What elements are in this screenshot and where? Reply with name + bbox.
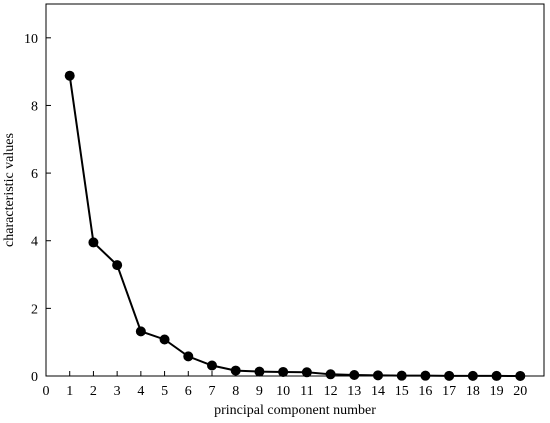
data-point	[183, 351, 194, 362]
data-point	[444, 370, 455, 381]
x-tick-label: 19	[490, 384, 504, 399]
data-point	[207, 360, 217, 371]
x-tick-label: 9	[256, 384, 263, 399]
y-axis-label: characteristic values	[2, 133, 17, 247]
data-point	[396, 370, 407, 381]
y-tick-label: 10	[24, 32, 38, 47]
y-tick-label: 2	[31, 302, 38, 317]
data-point	[64, 70, 75, 81]
x-tick-label: 7	[209, 384, 216, 399]
y-tick-label: 0	[31, 370, 38, 385]
x-tick-label: 14	[371, 384, 385, 399]
x-tick-label: 6	[185, 384, 192, 399]
x-tick-label: 0	[43, 384, 50, 399]
x-tick-label: 11	[300, 384, 313, 399]
x-tick-label: 4	[137, 384, 144, 399]
x-tick-label: 12	[324, 384, 338, 399]
data-point	[88, 237, 99, 248]
series-layer	[64, 70, 526, 381]
data-point	[230, 365, 241, 376]
x-tick-label: 13	[347, 384, 361, 399]
y-tick-label: 4	[31, 235, 38, 250]
x-tick-label: 2	[90, 384, 97, 399]
x-tick-label: 15	[395, 384, 409, 399]
data-point	[301, 367, 312, 378]
y-tick-label: 6	[31, 167, 38, 182]
data-point	[491, 370, 502, 381]
x-tick-label: 18	[466, 384, 480, 399]
y-tick-label: 8	[31, 99, 38, 114]
data-point	[112, 260, 123, 271]
data-point	[515, 370, 526, 381]
x-tick-label: 8	[232, 384, 239, 399]
x-axis-label: principal component number	[214, 403, 376, 418]
x-tick-label: 16	[418, 384, 432, 399]
x-tick-label: 5	[161, 384, 168, 399]
x-tick-label: 10	[276, 384, 290, 399]
x-tick-label: 20	[513, 384, 527, 399]
data-point	[278, 366, 289, 377]
x-tick-label: 17	[442, 384, 456, 399]
data-point	[373, 370, 383, 381]
data-point	[349, 369, 360, 380]
y-axis-ticks: 0 2 4 6 8 10	[24, 32, 51, 385]
plot-frame	[45, 3, 545, 377]
data-point	[254, 366, 265, 377]
data-point	[420, 370, 431, 381]
x-tick-label: 3	[114, 384, 121, 399]
data-point	[135, 326, 146, 337]
data-point	[467, 370, 478, 381]
data-point	[159, 334, 170, 345]
data-point	[325, 369, 336, 380]
x-tick-label: 1	[66, 384, 73, 399]
